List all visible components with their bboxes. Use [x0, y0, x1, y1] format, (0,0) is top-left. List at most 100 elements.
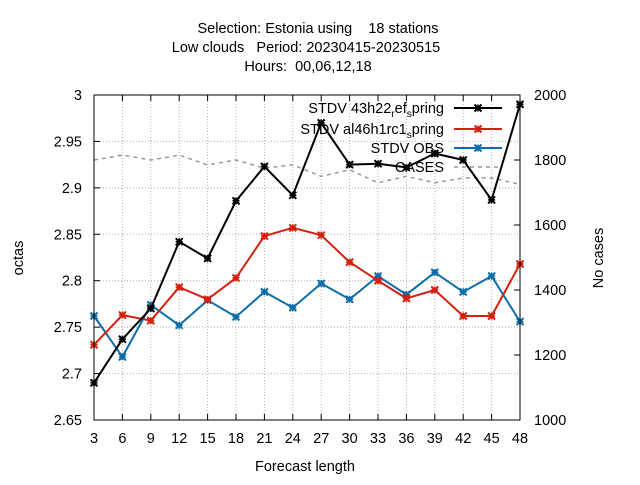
legend-label: STDV OBS	[371, 141, 444, 157]
data-point	[458, 155, 468, 165]
data-point	[288, 303, 298, 312]
data-point	[487, 271, 496, 281]
data-point	[118, 310, 127, 320]
x-tick-label: 30	[342, 431, 358, 447]
x-tick-label: 3	[90, 431, 98, 447]
series-line-cases	[93, 154, 521, 186]
legend-marker	[473, 103, 483, 113]
x-tick-label: 21	[256, 431, 272, 447]
legend-label-part: pring	[412, 122, 444, 138]
x-axis-label: Forecast length	[255, 459, 355, 475]
data-point	[174, 237, 184, 246]
x-tick-label: 24	[285, 431, 301, 447]
y-tick-label: 2.7	[62, 367, 82, 383]
data-point	[402, 294, 411, 303]
series-layer	[89, 100, 525, 388]
title-line-2: Low clouds Period: 20230415-20230515	[172, 40, 440, 56]
data-point	[316, 118, 326, 128]
legend-label-part: STDV OBS	[371, 141, 444, 157]
data-point	[288, 191, 298, 200]
legend-label-part: r	[391, 109, 395, 120]
data-point	[458, 311, 468, 321]
data-point	[260, 231, 269, 241]
data-point	[430, 149, 440, 158]
y2-tick-label: 2000	[534, 88, 566, 104]
data-point	[118, 335, 127, 344]
y2-tick-label: 1000	[534, 413, 566, 429]
data-point	[487, 311, 496, 321]
x-tick-label: 15	[200, 431, 216, 447]
data-point	[430, 285, 440, 295]
x-tick-label: 42	[455, 431, 471, 447]
x-tick-label: 39	[427, 431, 443, 447]
x-tick-label: 36	[398, 431, 414, 447]
y-tick-label: 2.65	[54, 413, 82, 429]
y2-tick-label: 1600	[534, 218, 566, 234]
x-tick-label: 6	[118, 431, 126, 447]
x-tick-label: 12	[171, 431, 187, 447]
series-line-stdv-43h22-ref-spring	[93, 104, 521, 384]
data-point	[231, 312, 241, 322]
data-point	[373, 276, 383, 285]
y2-tick-label: 1200	[534, 348, 566, 364]
data-point	[458, 287, 468, 297]
legend-label: STDV 43h22refspring	[308, 101, 444, 120]
y-tick-label: 2.75	[54, 320, 82, 336]
y2-axis-label: No cases	[591, 228, 607, 288]
x-tick-label: 45	[484, 431, 500, 447]
data-point	[231, 273, 241, 283]
y-tick-label: 3	[74, 88, 82, 104]
data-point	[260, 287, 269, 297]
title-line-3: Hours: 00,06,12,18	[244, 59, 371, 75]
y-tick-label: 2.8	[62, 274, 82, 290]
legend-label-part: CASES	[395, 160, 444, 176]
data-point	[203, 254, 212, 263]
data-point	[487, 195, 496, 205]
y2-tick-label: 1800	[534, 153, 566, 169]
data-point	[345, 160, 354, 169]
legend-label-part: pring	[412, 101, 444, 117]
legend-label-part: s	[407, 109, 412, 120]
data-point	[345, 257, 354, 267]
data-point	[146, 316, 156, 325]
legend-label-part: STDV 43h22	[308, 101, 391, 117]
data-point	[373, 159, 383, 168]
data-point	[146, 304, 156, 313]
x-tick-label: 48	[512, 431, 528, 447]
y-tick-label: 2.95	[54, 134, 82, 150]
x-tick-label: 9	[147, 431, 155, 447]
series-line-stdv-al46h1rc1-spring	[93, 226, 521, 346]
y2-tick-label: 1400	[534, 283, 566, 299]
data-point	[118, 352, 127, 362]
x-tick-label: 33	[370, 431, 386, 447]
grid	[94, 95, 520, 420]
data-point	[260, 162, 269, 171]
x-tick-label: 27	[313, 431, 329, 447]
data-point	[402, 163, 411, 172]
legend-label: CASES	[395, 160, 444, 176]
data-point	[430, 268, 440, 277]
data-point	[174, 283, 184, 292]
legend-label-part: STDV al46h1rc1	[300, 122, 406, 138]
y-axis-label: octas	[11, 241, 27, 276]
data-point	[316, 279, 326, 288]
data-point	[288, 223, 298, 232]
data-point	[231, 196, 241, 206]
legend-marker	[473, 124, 483, 134]
series-line-stdv-obs	[93, 271, 521, 358]
axis-ticks: 3 6 9 12 15 18 21 24 27 30 33 36 39 42 45 482.652.72.75…	[54, 88, 567, 447]
legend-label: STDV al46h1rc1spring	[300, 122, 444, 141]
title-line-1: Selection: Estonia using 18 stations	[197, 21, 438, 37]
y-tick-label: 2.9	[62, 181, 82, 197]
chart-title: Selection: Estonia using 18 stations Low…	[172, 21, 440, 75]
legend-marker	[473, 143, 483, 153]
legend-label-part: s	[407, 130, 412, 141]
legend-label-part: ef	[395, 101, 408, 117]
y-tick-label: 2.85	[54, 227, 82, 243]
data-point	[203, 295, 212, 304]
plot-frame	[93, 94, 521, 421]
data-point	[316, 231, 326, 240]
